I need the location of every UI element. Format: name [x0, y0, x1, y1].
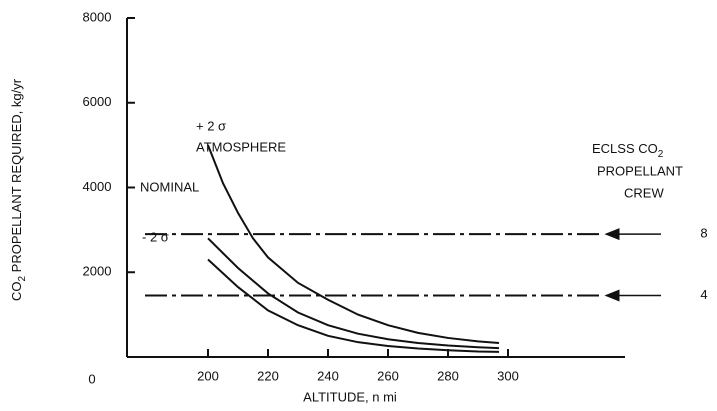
line	[207, 144, 500, 345]
y-tick-label: 2000	[83, 264, 112, 279]
x-axis-label: ALTITUDE, n mi	[303, 389, 397, 404]
x-tick-label: 280	[437, 368, 459, 383]
y-tick-label: 8000	[83, 9, 112, 24]
origin-label: 0	[88, 371, 95, 386]
y-tick-label: 6000	[83, 94, 112, 109]
series-label: 8	[700, 226, 707, 241]
legend-title: ECLSS CO2	[592, 141, 664, 159]
x-tick-label: 220	[257, 368, 279, 383]
line	[207, 237, 500, 350]
x-tick-label: 260	[377, 368, 399, 383]
series-label: - 2 σ	[142, 229, 169, 244]
legend-title: CREW	[624, 185, 664, 200]
series-label: + 2 σ	[196, 118, 226, 133]
legend-title: PROPELLANT	[597, 163, 683, 178]
x-tick-label: 200	[197, 368, 219, 383]
series-label: 4	[700, 287, 707, 302]
y-axis-label: CO2 PROPELLANT REQUIRED, kg/yr	[9, 78, 27, 301]
line	[207, 258, 500, 353]
y-tick-label: 4000	[83, 179, 112, 194]
x-tick-label: 240	[317, 368, 339, 383]
x-tick-label: 300	[497, 368, 519, 383]
annotation: ATMOSPHERE	[196, 139, 286, 154]
series-label: NOMINAL	[140, 179, 199, 194]
